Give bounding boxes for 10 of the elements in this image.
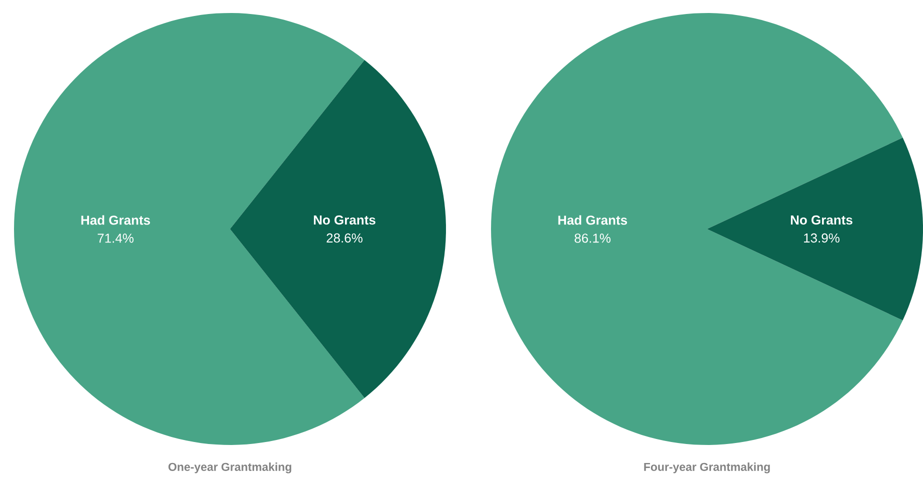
data-label: 86.1%	[574, 234, 610, 243]
text: One-year Grantmaking	[168, 462, 292, 474]
slice-label: No Grants	[314, 215, 376, 225]
data-label: 71.4%	[98, 234, 134, 243]
data-label: 13.9%	[804, 233, 840, 243]
slice-label: Had Grants	[81, 215, 150, 225]
text: Four-year Grantmaking	[644, 462, 770, 474]
slice-label: No Grants	[790, 215, 852, 225]
slice-label: Had Grants	[558, 215, 628, 225]
data-label: 28.6%	[326, 233, 362, 243]
